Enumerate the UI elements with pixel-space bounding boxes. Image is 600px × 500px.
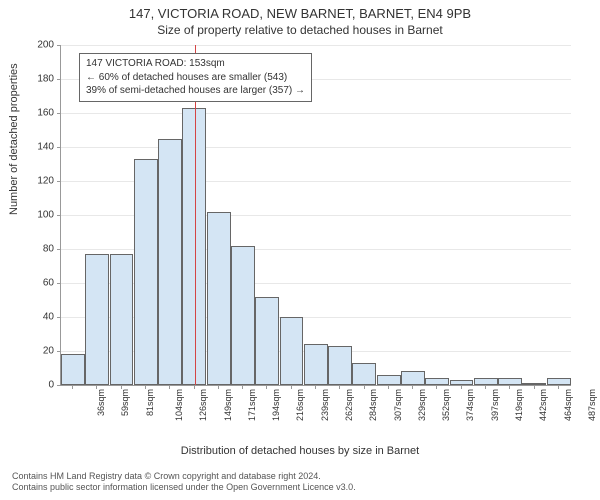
xtick-mark	[509, 385, 510, 389]
xtick-label: 149sqm	[223, 389, 233, 421]
histogram-bar	[158, 139, 182, 386]
xtick-mark	[242, 385, 243, 389]
gridline	[61, 113, 571, 114]
histogram-bar	[304, 344, 328, 385]
xtick-mark	[291, 385, 292, 389]
xtick-label: 397sqm	[490, 389, 500, 421]
plot-region: 147 VICTORIA ROAD: 153sqm← 60% of detach…	[60, 45, 571, 386]
ytick-label: 180	[24, 74, 54, 85]
xtick-mark	[461, 385, 462, 389]
ytick-label: 20	[24, 346, 54, 357]
xtick-mark	[194, 385, 195, 389]
histogram-bar	[498, 378, 522, 385]
xtick-label: 194sqm	[271, 389, 281, 421]
ytick-mark	[57, 249, 61, 250]
ytick-label: 80	[24, 244, 54, 255]
ytick-mark	[57, 147, 61, 148]
xtick-label: 419sqm	[514, 389, 524, 421]
ytick-mark	[57, 215, 61, 216]
histogram-bar	[328, 346, 352, 385]
histogram-bar	[425, 378, 449, 385]
footer-line1: Contains HM Land Registry data © Crown c…	[12, 471, 356, 483]
annotation-line1: 147 VICTORIA ROAD: 153sqm	[86, 57, 305, 71]
histogram-bar	[255, 297, 279, 385]
xtick-label: 487sqm	[587, 389, 597, 421]
annotation-box: 147 VICTORIA ROAD: 153sqm← 60% of detach…	[79, 53, 312, 102]
xtick-mark	[315, 385, 316, 389]
xtick-mark	[388, 385, 389, 389]
xtick-mark	[558, 385, 559, 389]
xtick-label: 307sqm	[393, 389, 403, 421]
ytick-mark	[57, 385, 61, 386]
xtick-mark	[96, 385, 97, 389]
ytick-mark	[57, 283, 61, 284]
histogram-bar	[401, 371, 425, 385]
ytick-mark	[57, 79, 61, 80]
xtick-label: 104sqm	[174, 389, 184, 421]
xtick-label: 59sqm	[120, 389, 130, 416]
xtick-label: 239sqm	[320, 389, 330, 421]
xtick-mark	[534, 385, 535, 389]
ytick-mark	[57, 351, 61, 352]
histogram-bar	[207, 212, 231, 385]
xtick-label: 171sqm	[247, 389, 257, 421]
ytick-label: 160	[24, 108, 54, 119]
ytick-mark	[57, 113, 61, 114]
xtick-label: 374sqm	[465, 389, 475, 421]
ytick-label: 140	[24, 142, 54, 153]
annotation-line3: 39% of semi-detached houses are larger (…	[86, 84, 305, 98]
chart-area: 147 VICTORIA ROAD: 153sqm← 60% of detach…	[60, 45, 570, 415]
xtick-mark	[72, 385, 73, 389]
gridline	[61, 45, 571, 46]
x-axis-label: Distribution of detached houses by size …	[0, 445, 600, 457]
xtick-label: 442sqm	[538, 389, 548, 421]
histogram-bar	[231, 246, 255, 385]
ytick-mark	[57, 181, 61, 182]
xtick-label: 36sqm	[96, 389, 106, 416]
xtick-label: 329sqm	[417, 389, 427, 421]
xtick-label: 126sqm	[198, 389, 208, 421]
histogram-bar	[377, 375, 401, 385]
xtick-mark	[169, 385, 170, 389]
xtick-label: 216sqm	[295, 389, 305, 421]
xtick-mark	[412, 385, 413, 389]
histogram-bar	[352, 363, 376, 385]
histogram-bar	[110, 254, 134, 385]
page-title-desc: Size of property relative to detached ho…	[0, 21, 600, 37]
ytick-label: 60	[24, 278, 54, 289]
ytick-mark	[57, 45, 61, 46]
ytick-label: 100	[24, 210, 54, 221]
xtick-mark	[436, 385, 437, 389]
ytick-label: 120	[24, 176, 54, 187]
xtick-mark	[145, 385, 146, 389]
histogram-bar	[280, 317, 304, 385]
xtick-label: 262sqm	[344, 389, 354, 421]
ytick-label: 40	[24, 312, 54, 323]
footer-line2: Contains public sector information licen…	[12, 482, 356, 494]
page-title-address: 147, VICTORIA ROAD, NEW BARNET, BARNET, …	[0, 0, 600, 21]
gridline	[61, 147, 571, 148]
xtick-mark	[266, 385, 267, 389]
xtick-label: 464sqm	[563, 389, 573, 421]
ytick-mark	[57, 317, 61, 318]
xtick-label: 81sqm	[145, 389, 155, 416]
xtick-mark	[218, 385, 219, 389]
xtick-label: 284sqm	[368, 389, 378, 421]
xtick-mark	[339, 385, 340, 389]
y-axis-label: Number of detached properties	[8, 63, 20, 215]
histogram-bar	[474, 378, 498, 385]
histogram-bar	[134, 159, 158, 385]
histogram-bar	[547, 378, 571, 385]
annotation-line2: ← 60% of detached houses are smaller (54…	[86, 71, 305, 85]
xtick-mark	[364, 385, 365, 389]
ytick-label: 200	[24, 40, 54, 51]
xtick-label: 352sqm	[441, 389, 451, 421]
xtick-mark	[485, 385, 486, 389]
footer-attribution: Contains HM Land Registry data © Crown c…	[12, 471, 356, 494]
histogram-bar	[85, 254, 109, 385]
ytick-label: 0	[24, 380, 54, 391]
xtick-mark	[121, 385, 122, 389]
histogram-bar	[61, 354, 85, 385]
